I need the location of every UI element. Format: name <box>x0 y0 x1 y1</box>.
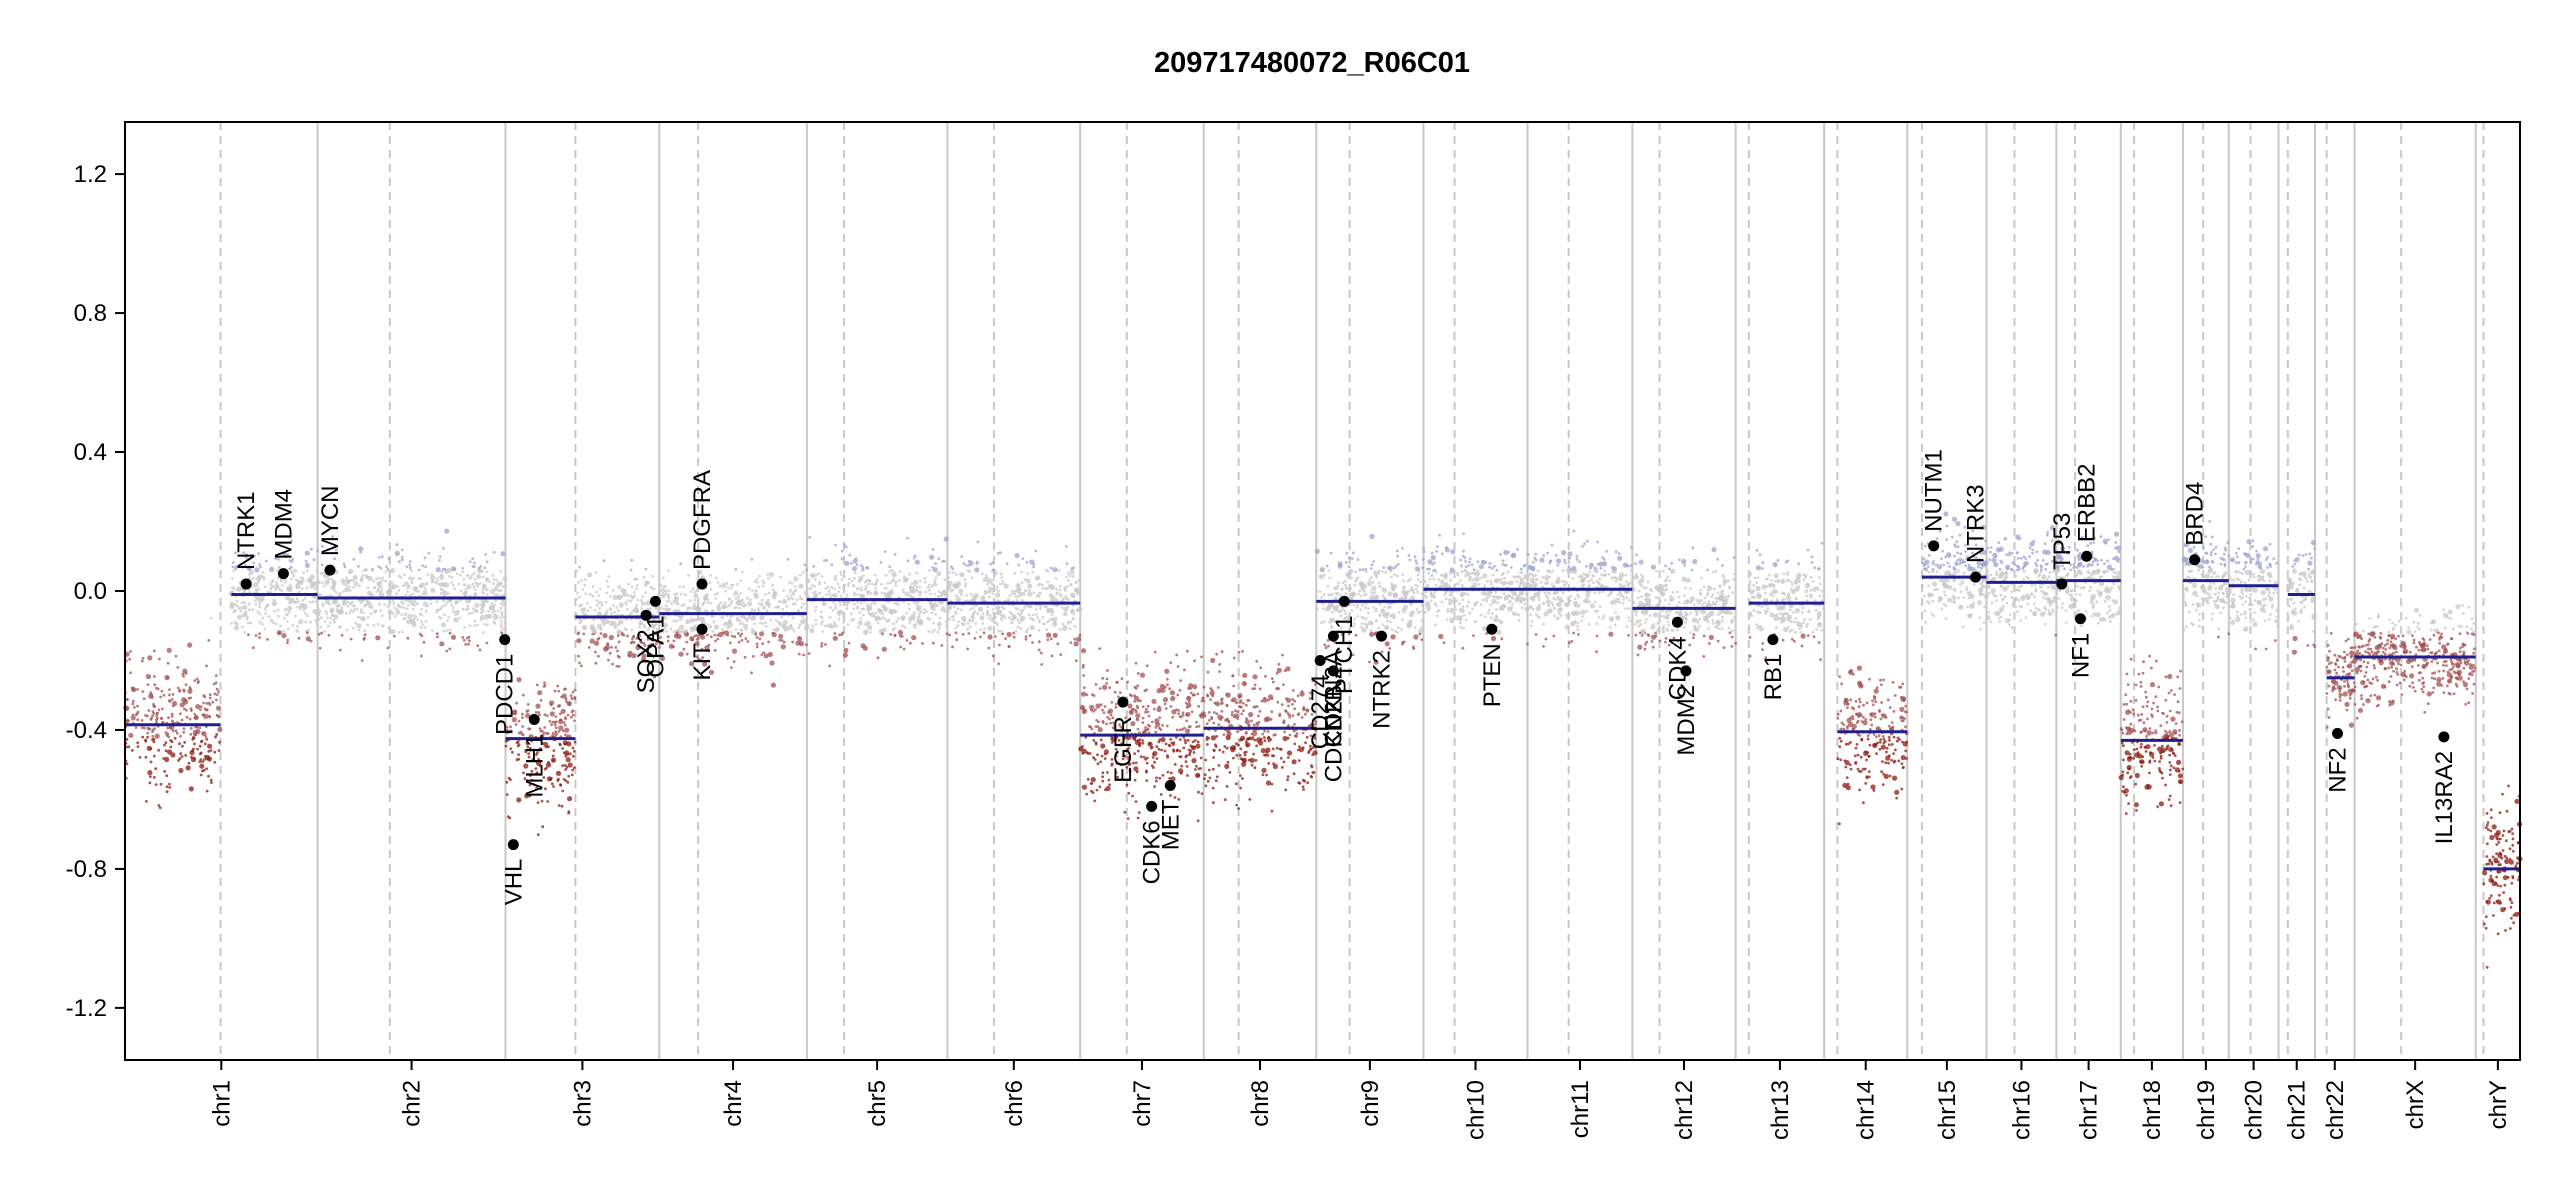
x-tick-label-chr16: chr16 <box>2008 1080 2035 1140</box>
x-tick-label-chr5: chr5 <box>864 1080 891 1127</box>
gene-point-il13ra2 <box>2438 731 2450 743</box>
gene-point-mdm4 <box>277 568 289 580</box>
gene-label-opa1: OPA1 <box>642 615 669 677</box>
gene-point-rb1 <box>1767 634 1779 646</box>
x-tick-label-chrX: chrX <box>2402 1080 2429 1129</box>
gene-point-mycn <box>324 564 336 576</box>
x-tick-label-chr3: chr3 <box>569 1080 596 1127</box>
gene-point-cd274 <box>1314 654 1326 666</box>
gene-point-pten <box>1486 623 1498 635</box>
y-tick-label: 0.8 <box>74 300 107 327</box>
x-tick-label-chr18: chr18 <box>2139 1080 2166 1140</box>
gene-point-pdgfra <box>696 578 708 590</box>
gene-label-brd4: BRD4 <box>2182 482 2209 546</box>
x-tick-label-chr12: chr12 <box>1671 1080 1698 1140</box>
y-tick-label: 0.4 <box>74 439 107 466</box>
gene-label-cdkn2b: CDKN2B <box>1320 685 1347 782</box>
x-tick-label-chr20: chr20 <box>2241 1080 2268 1140</box>
gene-point-erbb2 <box>2081 550 2093 562</box>
gene-label-nutm1: NUTM1 <box>1921 449 1948 532</box>
x-tick-label-chr9: chr9 <box>1357 1080 1384 1127</box>
chart-title: 209717480072_R06C01 <box>1154 47 1470 79</box>
gene-point-ntrk3 <box>1970 571 1982 583</box>
gene-label-ntrk1: NTRK1 <box>233 491 260 570</box>
x-tick-label-chr4: chr4 <box>720 1080 747 1127</box>
gene-label-pten: PTEN <box>1479 643 1506 707</box>
gene-point-sox2 <box>640 609 652 621</box>
gene-point-cdk4 <box>1671 616 1683 628</box>
gene-point-cdk6 <box>1146 800 1158 812</box>
y-tick-label: 0.0 <box>74 578 107 605</box>
gene-point-brd4 <box>2189 554 2201 566</box>
gene-label-vhl: VHL <box>500 859 527 906</box>
gene-label-tp53: TP53 <box>2049 513 2076 570</box>
gene-point-cdkn2b <box>1327 665 1339 677</box>
x-tick-label-chr1: chr1 <box>208 1080 235 1127</box>
axes: -1.2 -0.8 -0.4 0.0 0.4 0.8 1.2 chr1 chr2 chr3 chr4… <box>66 121 2521 1140</box>
gene-label-rb1: RB1 <box>1760 654 1787 701</box>
gene-label-erbb2: ERBB2 <box>2074 464 2101 543</box>
gene-label-ntrk2: NTRK2 <box>1369 650 1396 729</box>
gene-point-vhl <box>507 839 519 851</box>
y-tick-label: -0.8 <box>66 856 107 883</box>
x-tick-label-chr13: chr13 <box>1767 1080 1794 1140</box>
x-tick-label-chr22: chr22 <box>2322 1080 2349 1140</box>
gene-label-egfr: EGFR <box>1110 716 1137 783</box>
gene-label-ntrk3: NTRK3 <box>1963 484 1990 563</box>
gene-point-nf1 <box>2074 613 2086 625</box>
gene-point-pdcd1 <box>499 634 511 646</box>
y-tick-label: -1.2 <box>66 995 107 1022</box>
x-tick-label-chr21: chr21 <box>2284 1080 2311 1140</box>
plot-frame <box>124 121 2521 1061</box>
gene-point-egfr <box>1117 696 1129 708</box>
segment-lines <box>125 575 2520 871</box>
gene-label-mdm2: MDM2 <box>1673 685 1700 756</box>
gene-point-nutm1 <box>1928 540 1940 552</box>
gene-label-ptch1: PTCH1 <box>1331 615 1358 694</box>
y-tick-label: 1.2 <box>74 161 107 188</box>
x-tick-label-chr14: chr14 <box>1853 1080 1880 1140</box>
gene-point-mdm2 <box>1680 665 1692 677</box>
gene-label-cdk6: CDK6 <box>1139 820 1166 884</box>
gene-label-cd274: CD274 <box>1307 674 1334 749</box>
gene-label-met: MET <box>1157 799 1184 850</box>
x-tick-label-chr7: chr7 <box>1129 1080 1156 1127</box>
gene-label-mycn: MYCN <box>317 485 344 556</box>
gene-point-nf2 <box>2332 727 2344 739</box>
gene-point-mlh1 <box>528 714 540 726</box>
chromosome-grid <box>219 122 2485 1060</box>
gene-point-ptch1 <box>1338 595 1350 607</box>
gene-label-sox2: SOX2 <box>633 629 660 693</box>
gene-point-ntrk1 <box>240 578 252 590</box>
gene-label-il13ra2: IL13RA2 <box>2431 751 2458 844</box>
gene-label-mdm4: MDM4 <box>270 489 297 560</box>
gene-label-nf1: NF1 <box>2067 633 2094 678</box>
gene-point-tp53 <box>2056 578 2068 590</box>
x-tick-label-chr11: chr11 <box>1567 1080 1594 1138</box>
x-tick-label-chr15: chr15 <box>1934 1080 1961 1140</box>
x-tick-label-chr8: chr8 <box>1247 1080 1274 1127</box>
x-tick-label-chr19: chr19 <box>2193 1080 2220 1140</box>
gene-label-pdcd1: PDCD1 <box>492 654 519 735</box>
x-tick-label-chr10: chr10 <box>1462 1080 1489 1140</box>
gene-label-nf2: NF2 <box>2325 747 2352 792</box>
gene-point-ntrk2 <box>1376 630 1388 642</box>
y-tick-label: -0.4 <box>66 717 107 744</box>
gene-label-mlh1: MLH1 <box>521 734 548 798</box>
gene-point-met <box>1164 780 1176 792</box>
gene-point-opa1 <box>649 595 661 607</box>
gene-label-kit: KIT <box>689 643 716 681</box>
x-tick-label-chrY: chrY <box>2485 1080 2512 1129</box>
probe-cloud <box>123 511 2523 969</box>
gene-label-pdgfra: PDGFRA <box>689 470 716 570</box>
x-tick-label-chr17: chr17 <box>2076 1080 2103 1140</box>
x-tick-label-chr6: chr6 <box>1001 1080 1028 1127</box>
x-tick-label-chr2: chr2 <box>399 1080 426 1127</box>
gene-point-cdkn2a <box>1327 630 1339 642</box>
gene-point-kit <box>696 623 708 635</box>
